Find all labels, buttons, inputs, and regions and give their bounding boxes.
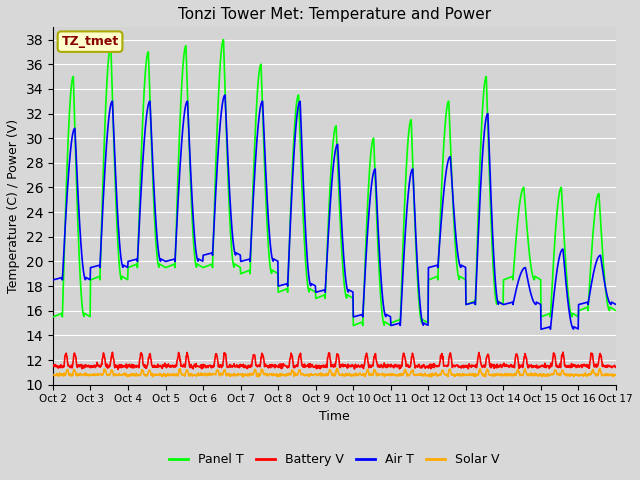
Air T bbox=[49, 277, 57, 283]
Battery V bbox=[496, 364, 504, 370]
Solar V bbox=[49, 372, 57, 377]
Legend: Panel T, Battery V, Air T, Solar V: Panel T, Battery V, Air T, Solar V bbox=[164, 448, 504, 471]
Battery V bbox=[545, 365, 553, 371]
Battery V bbox=[161, 360, 169, 366]
Line: Air T: Air T bbox=[53, 95, 616, 329]
Solar V bbox=[422, 372, 429, 377]
Panel T bbox=[220, 37, 227, 43]
Panel T bbox=[237, 271, 245, 276]
Solar V bbox=[545, 372, 553, 378]
Air T bbox=[237, 258, 245, 264]
Air T bbox=[612, 301, 620, 307]
Title: Tonzi Tower Met: Temperature and Power: Tonzi Tower Met: Temperature and Power bbox=[178, 7, 491, 22]
Solar V bbox=[496, 372, 504, 378]
Text: TZ_tmet: TZ_tmet bbox=[61, 35, 118, 48]
Solar V bbox=[596, 365, 604, 371]
Solar V bbox=[161, 372, 168, 378]
Air T bbox=[546, 324, 554, 330]
Panel T bbox=[49, 314, 57, 320]
Battery V bbox=[237, 363, 245, 369]
Battery V bbox=[175, 349, 182, 355]
X-axis label: Time: Time bbox=[319, 410, 349, 423]
Battery V bbox=[114, 367, 122, 372]
Panel T bbox=[161, 264, 168, 270]
Air T bbox=[537, 326, 545, 332]
Air T bbox=[174, 197, 182, 203]
Line: Battery V: Battery V bbox=[53, 352, 616, 370]
Line: Solar V: Solar V bbox=[53, 368, 616, 377]
Battery V bbox=[422, 363, 430, 369]
Panel T bbox=[496, 300, 504, 305]
Solar V bbox=[612, 372, 620, 378]
Air T bbox=[422, 322, 430, 327]
Battery V bbox=[559, 349, 567, 355]
Panel T bbox=[546, 311, 554, 316]
Panel T bbox=[174, 168, 182, 174]
Air T bbox=[161, 258, 168, 264]
Solar V bbox=[237, 371, 245, 377]
Air T bbox=[496, 300, 504, 305]
Battery V bbox=[612, 364, 620, 370]
Panel T bbox=[612, 308, 620, 313]
Panel T bbox=[349, 323, 357, 328]
Y-axis label: Temperature (C) / Power (V): Temperature (C) / Power (V) bbox=[7, 119, 20, 293]
Panel T bbox=[422, 319, 430, 325]
Battery V bbox=[49, 363, 57, 369]
Line: Panel T: Panel T bbox=[53, 40, 616, 325]
Air T bbox=[221, 92, 229, 98]
Solar V bbox=[174, 373, 182, 379]
Solar V bbox=[428, 374, 435, 380]
